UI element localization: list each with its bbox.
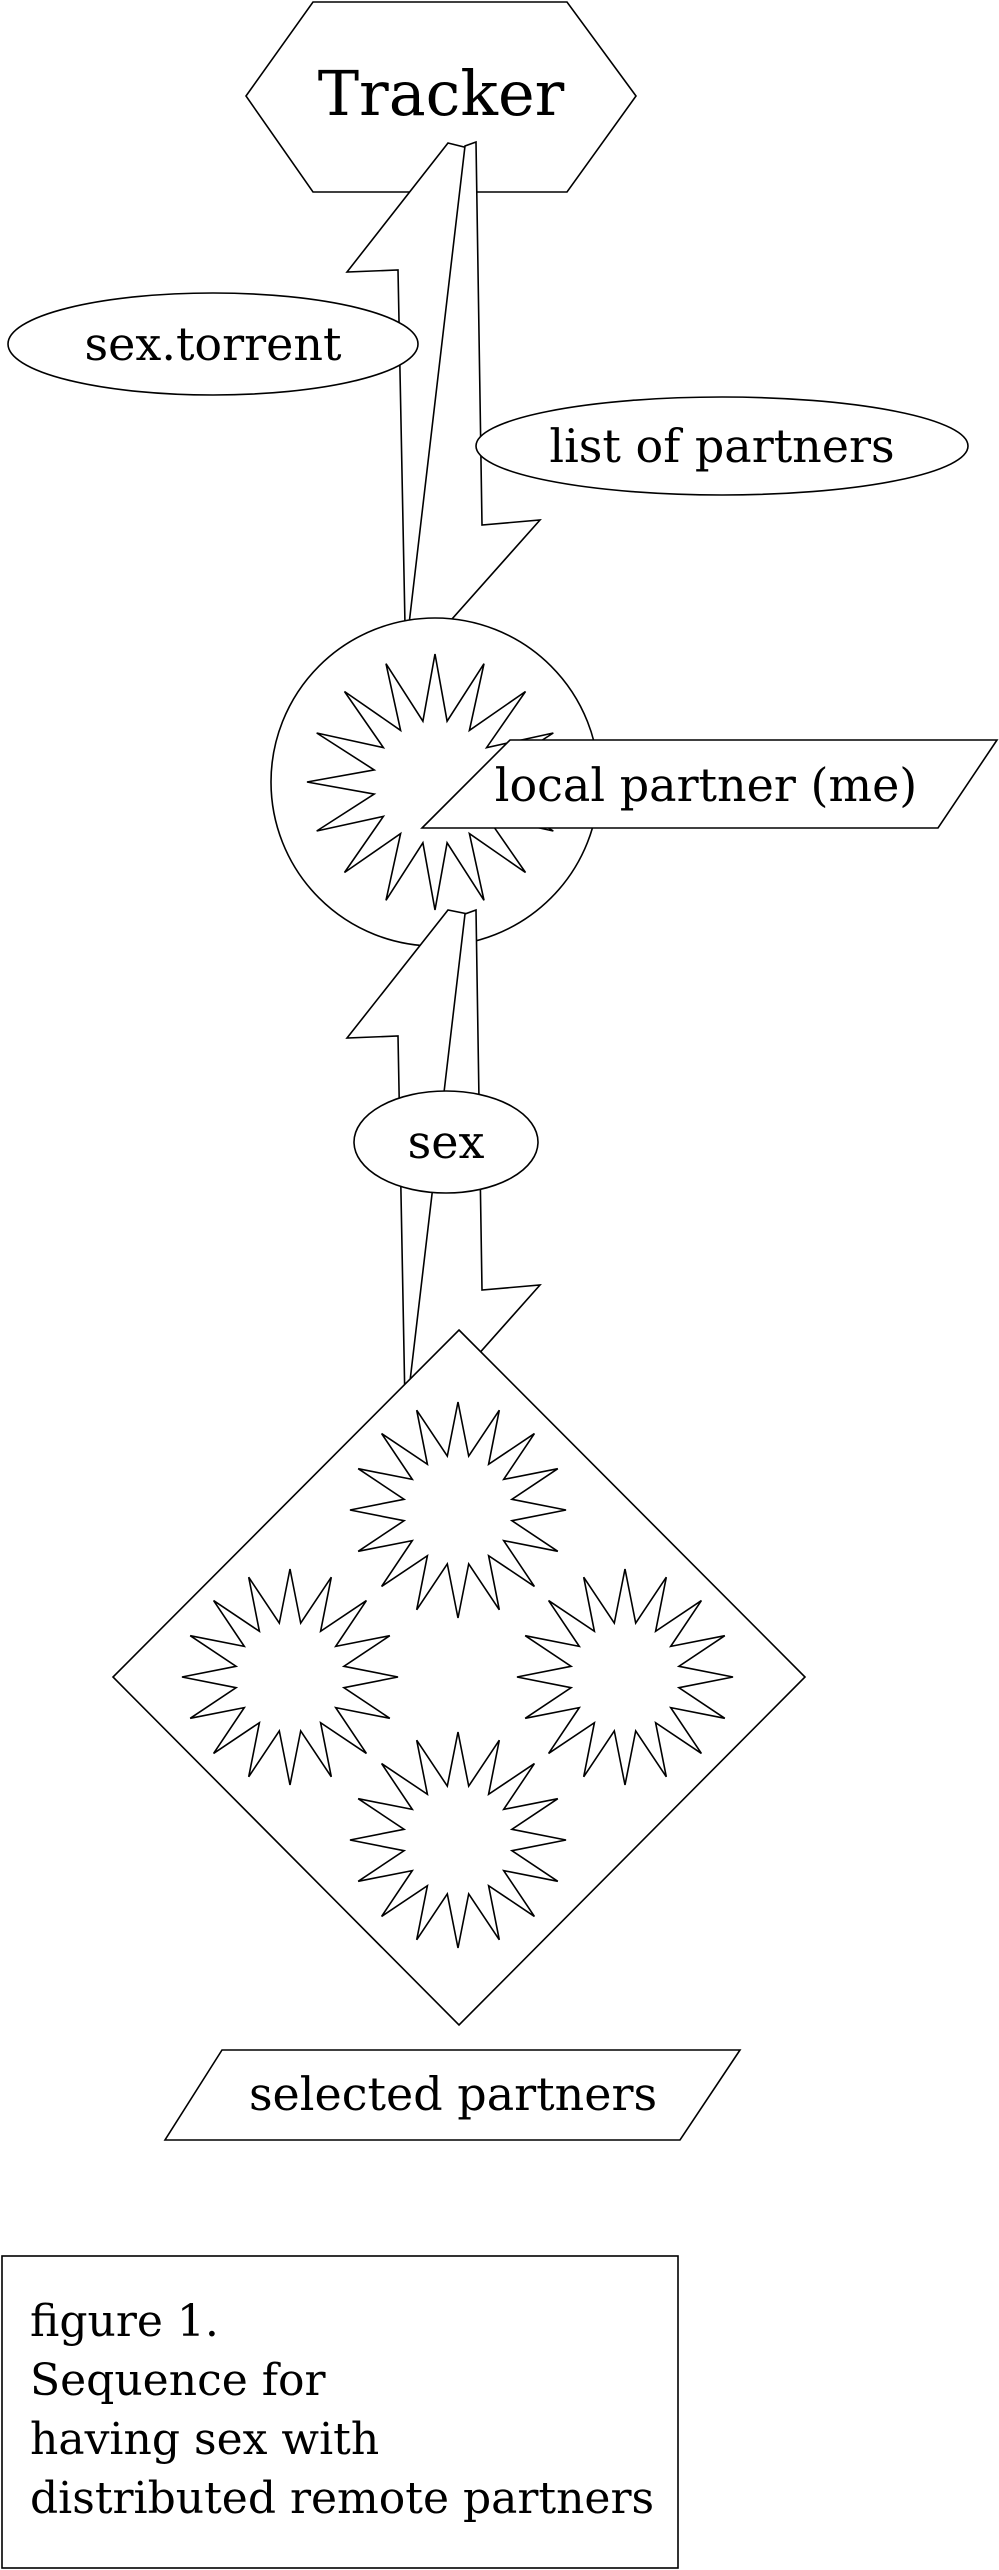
selected-partners-label: selected partners bbox=[249, 2067, 657, 2121]
caption-line-3: having sex with bbox=[30, 2414, 379, 2465]
sex-node: sex bbox=[353, 1090, 539, 1194]
caption-line-2: Sequence for bbox=[30, 2355, 327, 2406]
partners-list-node: list of partners bbox=[475, 396, 969, 496]
local-partner-parallelogram bbox=[420, 739, 999, 829]
local-partner-label: local partner (me) bbox=[495, 758, 917, 812]
local-partner-tag: local partner (me) bbox=[420, 739, 999, 829]
selected-partners-parallelogram bbox=[163, 2049, 742, 2141]
starburst-icon bbox=[181, 1568, 399, 1786]
remote-partners-node bbox=[111, 1328, 807, 2027]
torrent-label: sex.torrent bbox=[85, 317, 342, 371]
caption-line-1: figure 1. bbox=[30, 2296, 219, 2347]
tracker-label: Tracker bbox=[318, 57, 565, 130]
local-partner-node bbox=[270, 617, 600, 947]
tracker-exchange-bolts bbox=[345, 140, 542, 656]
sex-label: sex bbox=[408, 1115, 485, 1169]
starburst-icon bbox=[349, 1731, 567, 1949]
caption-box bbox=[1, 2255, 679, 2569]
starburst-icon bbox=[349, 1401, 567, 1619]
remote-partners-diamond bbox=[111, 1328, 807, 2027]
torrent-node: sex.torrent bbox=[7, 292, 419, 396]
figure-caption: figure 1. Sequence for having sex with d… bbox=[1, 2255, 679, 2569]
selected-partners-tag: selected partners bbox=[163, 2049, 742, 2141]
sex-ellipse bbox=[353, 1090, 539, 1194]
tracker-hexagon bbox=[245, 1, 637, 193]
partners-list-ellipse bbox=[475, 396, 969, 496]
starburst-icon bbox=[516, 1568, 734, 1786]
partners-list-label: list of partners bbox=[549, 419, 894, 473]
caption-line-4: distributed remote partners bbox=[30, 2473, 654, 2524]
tracker-node: Tracker bbox=[245, 1, 637, 193]
torrent-ellipse bbox=[7, 292, 419, 396]
